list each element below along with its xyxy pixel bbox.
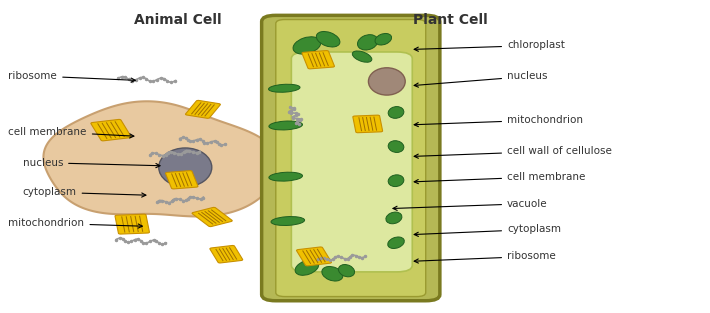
FancyBboxPatch shape — [115, 214, 149, 234]
FancyBboxPatch shape — [192, 207, 232, 227]
Ellipse shape — [388, 175, 404, 187]
Ellipse shape — [269, 121, 302, 130]
Ellipse shape — [269, 172, 302, 181]
Text: mitochondrion: mitochondrion — [414, 115, 583, 127]
Ellipse shape — [386, 212, 402, 224]
Text: nucleus: nucleus — [414, 71, 547, 87]
Text: nucleus: nucleus — [23, 158, 160, 168]
Text: Animal Cell: Animal Cell — [134, 13, 222, 27]
Ellipse shape — [295, 260, 319, 275]
FancyBboxPatch shape — [275, 19, 426, 296]
Ellipse shape — [375, 33, 392, 45]
Ellipse shape — [339, 264, 354, 277]
FancyBboxPatch shape — [297, 247, 332, 266]
Ellipse shape — [352, 51, 372, 62]
Text: cytoplasm: cytoplasm — [414, 224, 561, 236]
Ellipse shape — [388, 141, 404, 152]
FancyBboxPatch shape — [165, 171, 198, 189]
FancyBboxPatch shape — [302, 51, 334, 69]
Ellipse shape — [159, 148, 212, 187]
Text: cell membrane: cell membrane — [414, 172, 586, 184]
Text: cytoplasm: cytoplasm — [23, 187, 146, 197]
Text: cell membrane: cell membrane — [9, 127, 134, 138]
Ellipse shape — [317, 32, 340, 47]
FancyBboxPatch shape — [210, 245, 243, 263]
FancyBboxPatch shape — [353, 115, 383, 133]
Polygon shape — [43, 101, 279, 217]
FancyBboxPatch shape — [291, 52, 413, 272]
FancyBboxPatch shape — [185, 100, 220, 118]
Text: Plant Cell: Plant Cell — [413, 13, 488, 27]
Ellipse shape — [322, 266, 343, 281]
Text: ribosome: ribosome — [414, 251, 556, 263]
Ellipse shape — [388, 237, 404, 249]
Text: ribosome: ribosome — [9, 71, 136, 82]
Text: mitochondrion: mitochondrion — [9, 218, 142, 228]
Ellipse shape — [358, 35, 378, 50]
FancyBboxPatch shape — [91, 120, 131, 141]
Text: cell wall of cellulose: cell wall of cellulose — [414, 146, 612, 158]
Ellipse shape — [293, 37, 321, 54]
FancyBboxPatch shape — [262, 15, 440, 301]
Ellipse shape — [368, 68, 405, 95]
Text: chloroplast: chloroplast — [414, 40, 565, 51]
Text: vacuole: vacuole — [393, 199, 547, 210]
Ellipse shape — [388, 106, 404, 118]
Ellipse shape — [268, 84, 300, 92]
Ellipse shape — [271, 217, 305, 225]
